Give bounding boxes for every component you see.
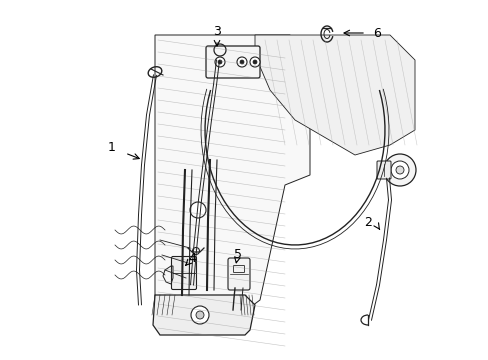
FancyBboxPatch shape <box>205 46 260 78</box>
Polygon shape <box>153 295 254 335</box>
Text: 5: 5 <box>234 248 242 261</box>
Circle shape <box>215 57 224 67</box>
Circle shape <box>196 311 203 319</box>
Text: 2: 2 <box>364 216 371 229</box>
Circle shape <box>252 60 257 64</box>
Circle shape <box>237 57 246 67</box>
Text: 1: 1 <box>108 140 116 153</box>
Circle shape <box>390 161 408 179</box>
Text: 3: 3 <box>213 24 221 37</box>
FancyBboxPatch shape <box>376 161 390 179</box>
Text: 6: 6 <box>372 27 380 40</box>
Circle shape <box>383 154 415 186</box>
Text: 4: 4 <box>188 252 196 265</box>
Circle shape <box>395 166 403 174</box>
Polygon shape <box>254 35 414 155</box>
Polygon shape <box>155 35 309 320</box>
Circle shape <box>240 60 244 64</box>
Circle shape <box>249 57 260 67</box>
Circle shape <box>218 60 222 64</box>
Circle shape <box>190 202 205 218</box>
FancyBboxPatch shape <box>227 258 249 290</box>
Circle shape <box>191 306 208 324</box>
FancyBboxPatch shape <box>171 256 196 289</box>
